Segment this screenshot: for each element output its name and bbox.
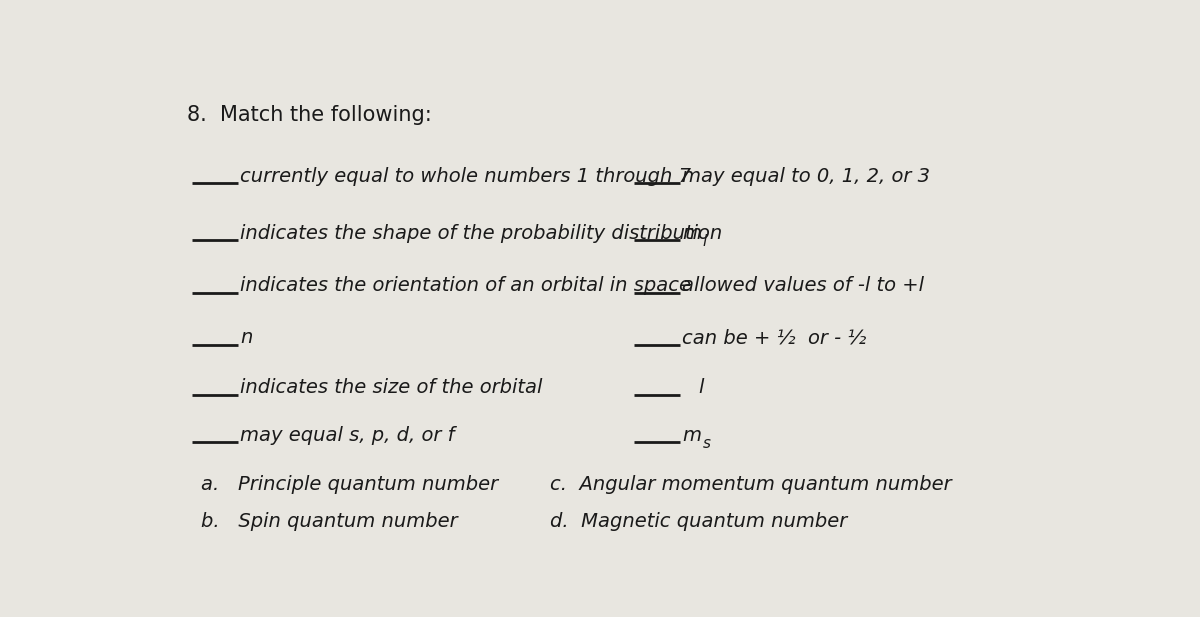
Text: a.   Principle quantum number: a. Principle quantum number [202,476,498,494]
Text: indicates the orientation of an orbital in space: indicates the orientation of an orbital … [240,276,691,295]
Text: may equal to 0, 1, 2, or 3: may equal to 0, 1, 2, or 3 [682,167,930,186]
Text: currently equal to whole numbers 1 through 7: currently equal to whole numbers 1 throu… [240,167,691,186]
Text: m: m [682,224,701,242]
Text: indicates the shape of the probability distribution: indicates the shape of the probability d… [240,224,722,242]
Text: c.  Angular momentum quantum number: c. Angular momentum quantum number [550,476,952,494]
Text: n: n [240,328,252,347]
Text: l: l [702,234,707,249]
Text: 8.  Match the following:: 8. Match the following: [187,105,432,125]
Text: d.  Magnetic quantum number: d. Magnetic quantum number [550,512,847,531]
Text: s: s [702,436,710,451]
Text: may equal s, p, d, or f: may equal s, p, d, or f [240,426,455,445]
Text: can be + ½  or - ½: can be + ½ or - ½ [682,328,866,347]
Text: allowed values of -l to +l: allowed values of -l to +l [682,276,924,295]
Text: m: m [682,426,701,445]
Text: indicates the size of the orbital: indicates the size of the orbital [240,378,542,397]
Text: b.   Spin quantum number: b. Spin quantum number [202,512,457,531]
Text: l: l [698,378,704,397]
